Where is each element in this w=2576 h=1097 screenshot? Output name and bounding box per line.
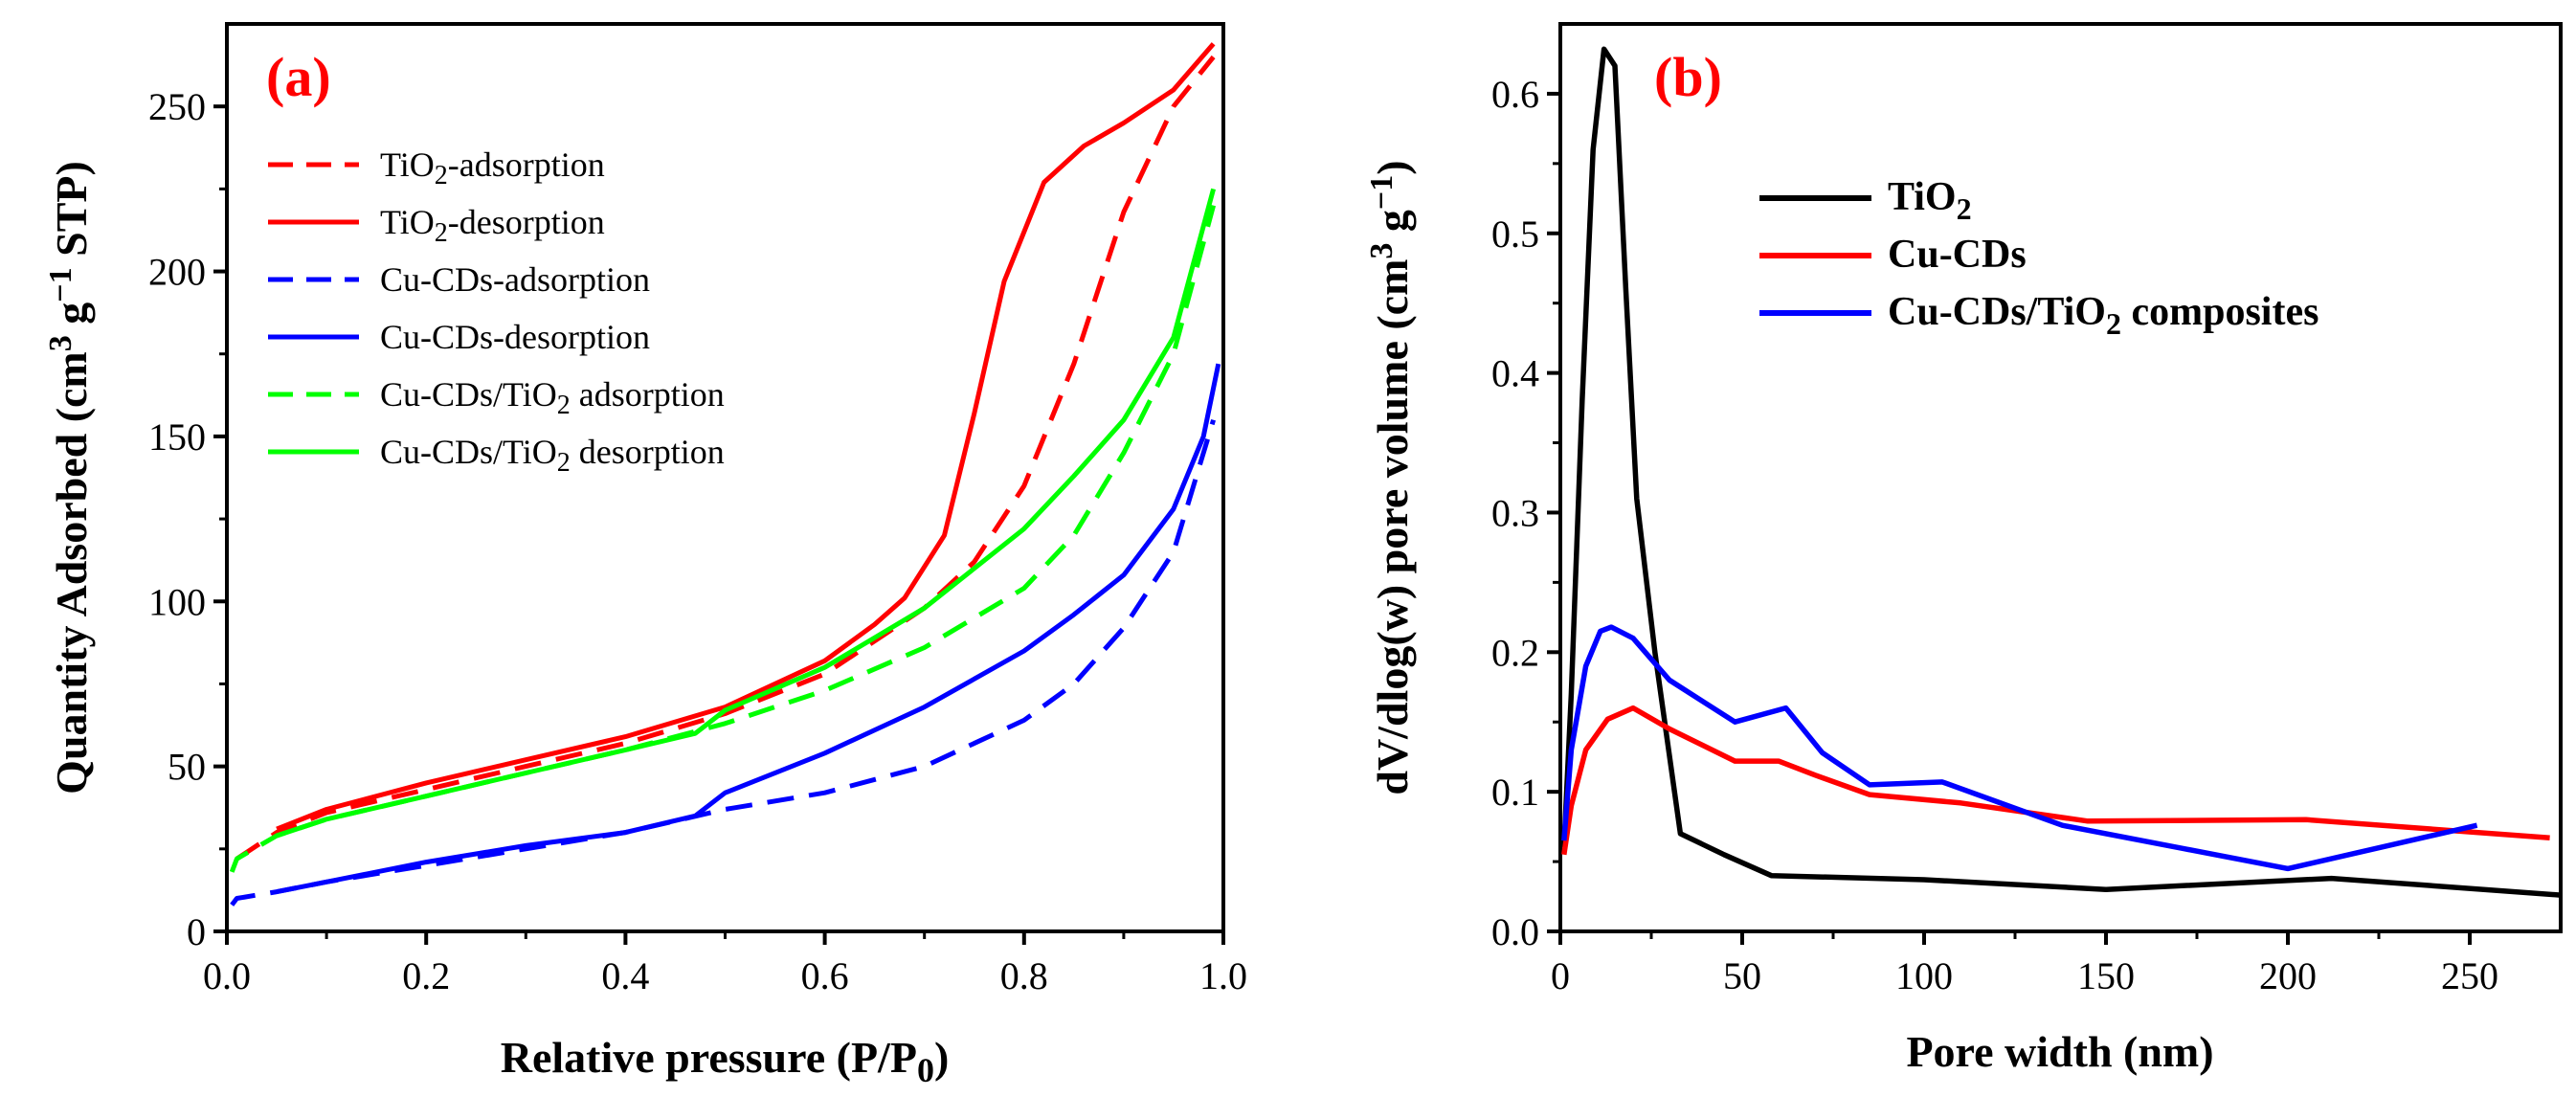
panel-b-y-axis-title: dV/dlog(w) pore volume (cm3 g−1) bbox=[1364, 160, 1417, 795]
panel-a-y-axis-title-sup1: 3 bbox=[43, 335, 78, 351]
panel-b-legend-label: Cu-CDs/TiO2 composites bbox=[1888, 290, 2318, 341]
panel-b-y-tick-label: 0.5 bbox=[1491, 213, 1539, 256]
panel-a-y-axis-title-mid: g bbox=[47, 302, 96, 336]
panel-a-y-axis-title-end: STP) bbox=[47, 161, 96, 267]
panel-a-y-tick-label: 100 bbox=[148, 580, 206, 623]
panel-a-legend-label: Cu-CDs-desorption bbox=[380, 318, 650, 356]
panel-a-x-axis-title-main: Relative pressure (P/P bbox=[501, 1033, 917, 1082]
panel-a-series-line-2 bbox=[230, 418, 1216, 907]
panel-b-x-tick-label: 50 bbox=[1723, 954, 1761, 997]
panel-b-series-line-2 bbox=[1561, 624, 2478, 872]
panel-a-y-axis-title: Quantity Adsorbed (cm3 g−1 STP) bbox=[43, 161, 96, 795]
panel-a-series-lines bbox=[229, 42, 1221, 907]
panel-a-y-tick-label: 150 bbox=[148, 415, 206, 459]
panel-b-y-axis-title-mid: g bbox=[1368, 210, 1417, 243]
panel-a-y-tick-label: 50 bbox=[168, 746, 206, 789]
panel-b-series-lines bbox=[1561, 46, 2562, 898]
panel-a-x-tick-label: 0.8 bbox=[1000, 954, 1048, 997]
panel-a-y-axis-title-sup2: −1 bbox=[43, 267, 78, 302]
panel-b-x-axis-ticks: 0 50 100 150 200 250 bbox=[1551, 931, 2498, 997]
panel-a-legend-label: TiO2-adsorption bbox=[380, 146, 605, 190]
panel-a-y-tick-label: 0 bbox=[187, 910, 206, 953]
panel-b-legend: TiO2 Cu-CDs Cu-CDs/TiO2 composites bbox=[1759, 175, 2318, 341]
panel-a-series-line-3 bbox=[276, 363, 1221, 895]
panel-a-isotherm-chart: 0.0 0.2 0.4 0.6 0.8 1.0 0 50 100 150 200 250 (a) T… bbox=[43, 22, 1247, 1089]
panel-a-legend: TiO2-adsorption TiO2-desorption Cu-CDs-ads… bbox=[268, 146, 725, 478]
panel-b-legend-label: Cu-CDs bbox=[1888, 233, 2027, 277]
panel-a-x-axis-title-end: ) bbox=[934, 1033, 949, 1082]
panel-a-x-tick-label: 0.6 bbox=[801, 954, 849, 997]
panel-b-x-tick-label: 250 bbox=[2441, 954, 2498, 997]
panel-b-x-tick-label: 0 bbox=[1551, 954, 1570, 997]
panel-b-x-axis-title: Pore width (nm) bbox=[1906, 1027, 2213, 1076]
panel-a-legend-label: TiO2-desorption bbox=[380, 203, 605, 248]
panel-a-label: (a) bbox=[266, 46, 331, 108]
panel-b-y-tick-label: 0.3 bbox=[1491, 491, 1539, 534]
panel-a-legend-label: Cu-CDs-adsorption bbox=[380, 260, 650, 299]
panel-b-series-line-1 bbox=[1561, 705, 2550, 856]
panel-a-series-line-1 bbox=[276, 42, 1216, 832]
panel-b-series-line-0 bbox=[1561, 46, 2562, 898]
panel-a-legend-label: Cu-CDs/TiO2 desorption bbox=[380, 433, 725, 478]
panel-b-y-axis-title-sup1: 3 bbox=[1364, 243, 1400, 259]
panel-b-label: (b) bbox=[1654, 46, 1722, 108]
panel-a-x-tick-label: 0.0 bbox=[203, 954, 251, 997]
panel-b-x-tick-label: 150 bbox=[2077, 954, 2135, 997]
panel-a-x-tick-label: 1.0 bbox=[1199, 954, 1247, 997]
panel-b-y-tick-label: 0.4 bbox=[1491, 352, 1539, 395]
panel-a-series-line-5 bbox=[276, 188, 1217, 839]
panel-b-plot-frame bbox=[1558, 22, 2563, 933]
panel-a-x-axis-ticks: 0.0 0.2 0.4 0.6 0.8 1.0 bbox=[203, 931, 1247, 997]
panel-b-y-axis-title-sup2: −1 bbox=[1364, 175, 1400, 210]
panel-b-y-tick-label: 0.6 bbox=[1491, 73, 1539, 116]
panel-b-y-axis-title-end: ) bbox=[1368, 160, 1417, 174]
panel-b-x-tick-label: 100 bbox=[1895, 954, 1953, 997]
panel-a-y-tick-label: 200 bbox=[148, 251, 206, 294]
panel-b-y-tick-label: 0.1 bbox=[1491, 771, 1539, 814]
panel-b-x-tick-label: 200 bbox=[2259, 954, 2317, 997]
panel-a-x-axis-title: Relative pressure (P/P0) bbox=[501, 1033, 950, 1089]
panel-a-y-tick-label: 250 bbox=[148, 85, 206, 128]
panel-a-y-axis-title-main: Quantity Adsorbed (cm bbox=[47, 351, 96, 795]
panel-a-x-tick-label: 0.2 bbox=[402, 954, 450, 997]
panel-b-y-tick-label: 0.0 bbox=[1491, 910, 1539, 953]
panel-a-series-line-4 bbox=[229, 204, 1217, 873]
panel-a-x-axis-title-subscript: 0 bbox=[917, 1051, 934, 1089]
panel-a-y-axis-ticks: 0 50 100 150 200 250 bbox=[148, 85, 227, 953]
panel-a-x-tick-label: 0.4 bbox=[601, 954, 649, 997]
panel-b-y-axis-title-main: dV/dlog(w) pore volume (cm bbox=[1368, 259, 1417, 795]
panel-a-series-line-0 bbox=[235, 55, 1216, 862]
panel-b-y-axis-ticks: 0.0 0.1 0.2 0.3 0.4 0.5 0.6 bbox=[1491, 73, 1560, 953]
panel-a-legend-label: Cu-CDs/TiO2 adsorption bbox=[380, 375, 725, 420]
panel-b-legend-label: TiO2 bbox=[1888, 175, 1972, 226]
panel-b-pore-size-chart: 0 50 100 150 200 250 0.0 0.1 0.2 0.3 0.4 0.5 0.6 (b… bbox=[1364, 22, 2563, 1076]
panel-b-y-tick-label: 0.2 bbox=[1491, 631, 1539, 674]
